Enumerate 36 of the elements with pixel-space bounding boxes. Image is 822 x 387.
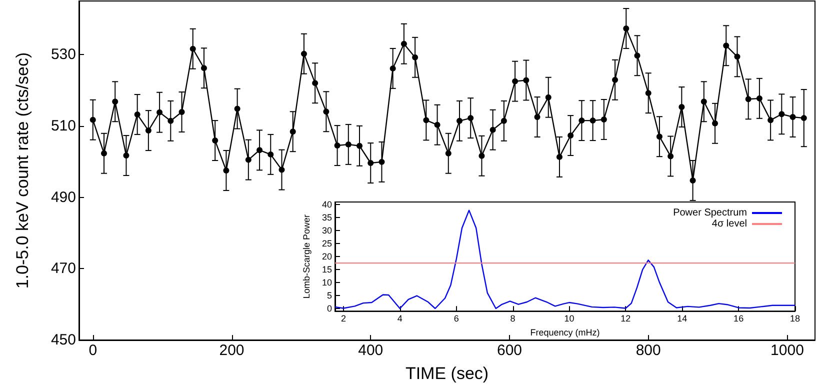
x-tick-label: 4: [397, 314, 402, 324]
x-tick-label: 800: [636, 342, 661, 359]
y-tick-label: 450: [50, 332, 76, 348]
y-axis-title: Lomb-Scargle Power: [302, 214, 312, 299]
y-tick-label: 20: [322, 252, 332, 262]
y-tick-label: 15: [322, 264, 332, 275]
y-tick-label: 35: [322, 212, 332, 223]
x-tick-label: 10: [564, 314, 574, 324]
y-tick-label: 490: [50, 188, 76, 206]
x-tick-label: 18: [790, 314, 800, 324]
line-series: [334, 210, 796, 310]
x-tick-label: 14: [677, 314, 688, 324]
y-tick-label: 30: [322, 226, 332, 236]
y-tick-label: 530: [50, 46, 76, 64]
x-tick-label: 600: [496, 342, 522, 359]
x-axis-title: Frequency (mHz): [530, 328, 600, 338]
x-tick-label: 400: [358, 342, 384, 359]
y-tick-label: 5: [326, 290, 332, 301]
y-tick-label: 470: [50, 260, 76, 278]
x-tick-label: 6: [454, 314, 459, 324]
y-tick-label: 10: [322, 278, 332, 288]
y-tick-label: 25: [322, 238, 332, 249]
x-axis-title: TIME (sec): [405, 364, 489, 383]
legend-label: 4σ level: [712, 218, 747, 230]
x-tick-label: 1000: [770, 342, 804, 359]
x-tick-label: 16: [734, 314, 744, 324]
y-axis-title: 1.0-5.0 keV count rate (cts/sec): [13, 52, 32, 289]
legend-label: Power Spectrum: [673, 208, 747, 218]
y-tick-label: 40: [322, 200, 332, 210]
x-tick-label: 0: [88, 342, 98, 359]
y-tick-label: 0: [326, 304, 332, 314]
y-tick-label: 510: [50, 117, 76, 134]
x-tick-label: 8: [510, 314, 516, 324]
x-tick-label: 200: [219, 342, 244, 359]
x-tick-label: 2: [340, 314, 346, 324]
x-tick-label: 12: [620, 314, 631, 324]
